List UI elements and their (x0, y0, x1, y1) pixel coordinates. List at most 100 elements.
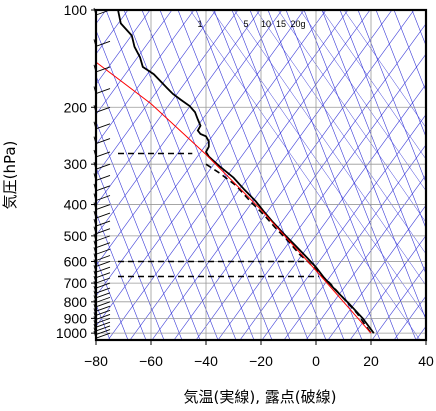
adiabat-line (105, 10, 237, 340)
isotherm-line (96, 10, 261, 237)
mixing-ratio-label: 10 (261, 19, 271, 29)
mixing-ratio-label: 15 (276, 19, 286, 29)
wind-barb (95, 277, 111, 284)
gridlines (95, 9, 427, 340)
y-tick-label: 500 (64, 228, 88, 244)
isotherm-line (327, 204, 426, 340)
y-tick-label: 600 (64, 253, 88, 269)
isotherm-line (305, 174, 426, 340)
wind-barb (95, 325, 111, 332)
wind-barb (95, 292, 111, 299)
y-tick-label: 800 (64, 294, 88, 310)
adiabat-line (141, 10, 273, 340)
wind-barb (95, 220, 111, 227)
isotherm-line (371, 265, 426, 340)
wind-barb (95, 242, 111, 249)
adiabat-line (159, 10, 291, 340)
adiabat-line (96, 166, 165, 340)
isotherm-line (261, 113, 426, 340)
wind-barb (95, 261, 111, 267)
wind-barb (95, 282, 111, 289)
adiabat-line (96, 75, 201, 340)
wind-barb (95, 235, 111, 242)
series-layer (96, 10, 375, 334)
wind-barb (95, 88, 111, 94)
wind-barb (95, 123, 111, 130)
parcel-curve-5 (96, 61, 372, 334)
wind-barb (95, 138, 111, 145)
adiabat-line (285, 10, 417, 340)
x-tick-label: −60 (139, 353, 163, 369)
mixing-ratio-label: 20g (290, 19, 305, 29)
wind-barb (95, 228, 111, 235)
wind-barb (95, 301, 111, 308)
adiabat-line (430, 10, 436, 340)
mixing-ratio-label: 1 (197, 19, 202, 29)
adiabat-line (96, 120, 183, 340)
adiabat-line (231, 10, 363, 340)
wind-barb (95, 272, 111, 279)
isotherm-line (96, 10, 151, 85)
isotherm-line (96, 10, 283, 267)
x-axis: −80 −60 −40 −20 0 20 40 (84, 340, 434, 369)
isotherm-line (217, 53, 426, 340)
wind-barb (95, 204, 111, 210)
mixing-ratio-line (343, 10, 426, 129)
mixing-ratio-line (277, 10, 426, 223)
wind-barb (95, 321, 111, 328)
x-tick-label: 0 (312, 353, 320, 369)
wind-barb (95, 317, 111, 324)
wind-barb (95, 151, 111, 158)
adiabat-line (411, 10, 426, 47)
isotherm-line (151, 10, 393, 340)
x-tick-label: 20 (363, 353, 379, 369)
wind-barb (95, 309, 111, 316)
isotherm-line (349, 234, 426, 340)
adiabat-line (249, 10, 381, 340)
mixing-ratio-line (321, 10, 426, 160)
temperature-line-0 (117, 10, 375, 334)
isotherm-line (107, 10, 349, 340)
isotherm-line (96, 10, 217, 176)
isotherm-line (129, 10, 371, 340)
y-tick-label: 700 (64, 275, 88, 291)
adiabat-line (177, 10, 309, 340)
adiabat-line (321, 10, 426, 275)
adiabat-line (96, 29, 219, 340)
adiabat-line (339, 10, 426, 230)
isotherm-line (96, 10, 239, 206)
wind-barb (95, 66, 111, 73)
y-tick-label: 400 (64, 197, 88, 213)
wind-barb (95, 305, 111, 312)
wind-barb (95, 266, 111, 273)
wind-barb (95, 40, 111, 47)
wind-barb (95, 248, 111, 255)
x-tick-label: −20 (249, 353, 273, 369)
wind-barb (95, 332, 111, 339)
thermodynamic-reference-lines (96, 10, 436, 340)
y-axis-title: 気圧(hPa) (1, 141, 19, 210)
adiabat-line (375, 10, 426, 138)
y-tick-label: 200 (64, 99, 88, 115)
wind-barb (95, 185, 111, 192)
isotherm-line (96, 10, 173, 116)
mixing-ratio-line (299, 10, 426, 192)
mixing-ratio-line (189, 10, 421, 340)
mixing-ratio-label: 5 (243, 19, 248, 29)
mixing-ratio-labels: 1 5 10 15 20g (197, 19, 305, 29)
adiabat-line (303, 10, 426, 321)
y-tick-label: 900 (64, 310, 88, 326)
wind-barb (95, 255, 111, 261)
wind-barb (95, 287, 111, 294)
y-tick-label: 300 (64, 156, 88, 172)
wind-barb (95, 174, 111, 181)
isotherm-line (96, 10, 195, 146)
adiabat-line (213, 10, 345, 340)
wind-barb (95, 296, 111, 303)
adiabat-line (96, 257, 129, 340)
mixing-ratio-line (255, 10, 426, 255)
isotherm-line (96, 10, 305, 297)
adiabat-line (357, 10, 426, 184)
x-axis-title: 気温(実線), 露点(破線) (184, 388, 337, 406)
